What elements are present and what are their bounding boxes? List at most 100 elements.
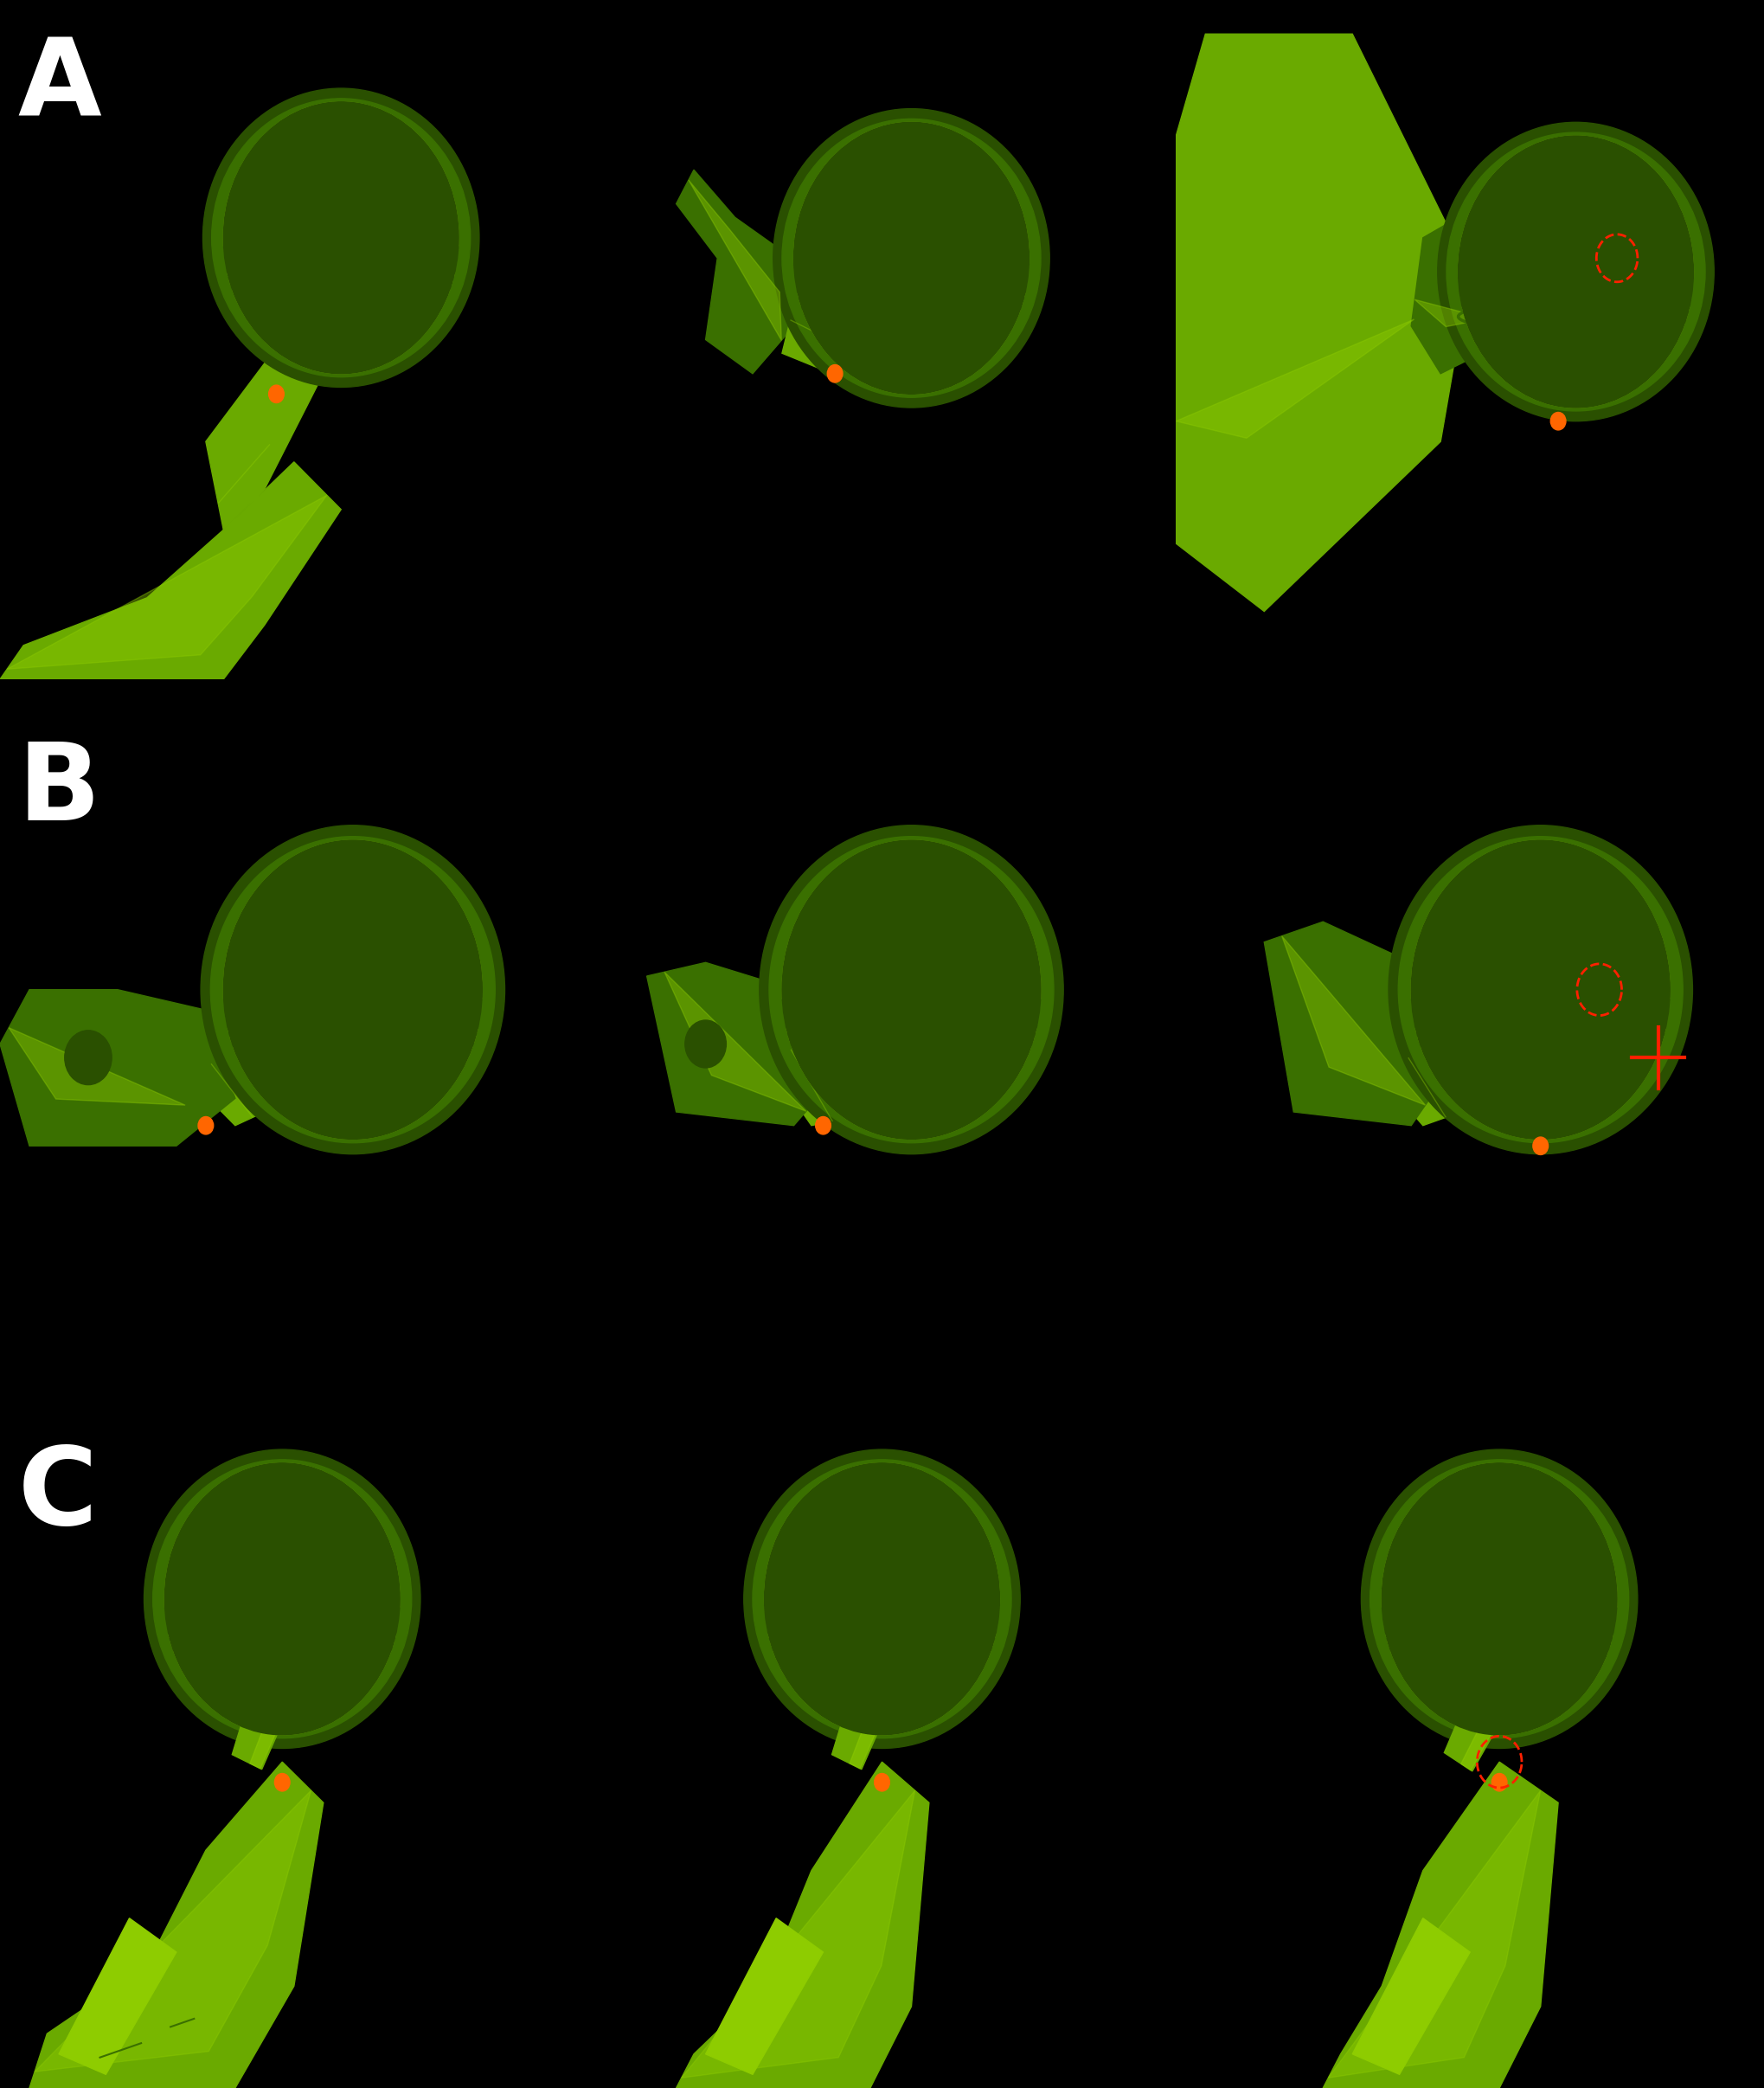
Polygon shape <box>35 1792 310 2071</box>
Circle shape <box>792 846 1034 1125</box>
Circle shape <box>1487 152 1676 370</box>
Circle shape <box>1492 1773 1506 1792</box>
Circle shape <box>1556 192 1635 284</box>
Ellipse shape <box>210 837 496 1142</box>
Circle shape <box>826 1514 845 1535</box>
Circle shape <box>1593 205 1628 244</box>
Circle shape <box>330 150 411 244</box>
Circle shape <box>900 169 983 265</box>
Polygon shape <box>233 1706 282 1769</box>
Circle shape <box>1480 1520 1558 1610</box>
Circle shape <box>815 858 1021 1098</box>
Circle shape <box>1422 1487 1593 1685</box>
Circle shape <box>1529 908 1598 988</box>
Ellipse shape <box>1446 132 1706 411</box>
Polygon shape <box>1461 1716 1496 1771</box>
Circle shape <box>871 1526 935 1597</box>
Ellipse shape <box>1404 971 1676 1052</box>
Circle shape <box>1528 892 1618 998</box>
Circle shape <box>1468 142 1688 395</box>
Circle shape <box>312 152 406 261</box>
Circle shape <box>243 1508 353 1635</box>
Circle shape <box>270 1510 353 1606</box>
Circle shape <box>794 123 1028 395</box>
Circle shape <box>263 1520 340 1610</box>
Circle shape <box>340 169 388 223</box>
Circle shape <box>893 180 970 269</box>
Circle shape <box>863 1520 940 1610</box>
Circle shape <box>1508 896 1612 1015</box>
Ellipse shape <box>1452 255 1699 330</box>
Circle shape <box>224 839 482 1140</box>
Circle shape <box>852 1514 947 1622</box>
Circle shape <box>243 113 446 349</box>
Circle shape <box>291 1487 309 1508</box>
Circle shape <box>194 1480 383 1698</box>
Circle shape <box>65 1029 111 1086</box>
Circle shape <box>1450 1503 1575 1647</box>
Circle shape <box>242 169 406 359</box>
Circle shape <box>804 852 1028 1111</box>
Circle shape <box>1547 186 1641 296</box>
Circle shape <box>233 1503 358 1647</box>
Polygon shape <box>1381 1011 1499 1125</box>
Circle shape <box>912 915 963 975</box>
Circle shape <box>804 127 1023 382</box>
Circle shape <box>372 915 411 960</box>
Circle shape <box>224 102 459 374</box>
Polygon shape <box>1265 921 1459 1125</box>
Circle shape <box>804 1487 975 1685</box>
Circle shape <box>1431 915 1612 1123</box>
Polygon shape <box>7 495 326 668</box>
Circle shape <box>898 892 990 998</box>
Circle shape <box>1517 1531 1552 1572</box>
Ellipse shape <box>233 981 473 1044</box>
Polygon shape <box>206 340 323 530</box>
Circle shape <box>310 889 430 1029</box>
Circle shape <box>224 1497 365 1660</box>
Ellipse shape <box>212 98 471 378</box>
Polygon shape <box>1177 319 1415 438</box>
Circle shape <box>813 134 1018 370</box>
Circle shape <box>1519 186 1538 209</box>
Circle shape <box>1459 136 1693 407</box>
Ellipse shape <box>1422 981 1660 1044</box>
Circle shape <box>1459 136 1693 407</box>
Circle shape <box>243 915 423 1123</box>
Ellipse shape <box>1388 825 1693 1155</box>
Circle shape <box>164 1464 400 1735</box>
Circle shape <box>1579 155 1607 186</box>
Circle shape <box>284 152 303 173</box>
Circle shape <box>1551 411 1566 430</box>
Polygon shape <box>212 1063 252 1117</box>
Circle shape <box>266 864 457 1084</box>
Ellipse shape <box>803 251 1020 307</box>
Circle shape <box>1411 839 1671 1140</box>
Circle shape <box>282 136 423 299</box>
Polygon shape <box>79 2013 127 2038</box>
Circle shape <box>857 883 995 1044</box>
Circle shape <box>824 1497 965 1660</box>
Circle shape <box>916 860 946 896</box>
Circle shape <box>1506 165 1663 345</box>
Circle shape <box>781 839 1041 1140</box>
Circle shape <box>1586 161 1602 180</box>
Ellipse shape <box>773 109 1050 407</box>
Circle shape <box>801 915 983 1123</box>
Circle shape <box>1411 1480 1600 1698</box>
Circle shape <box>293 142 418 286</box>
Circle shape <box>1443 858 1651 1098</box>
Circle shape <box>813 1491 970 1672</box>
Ellipse shape <box>781 119 1041 397</box>
Circle shape <box>1499 1531 1547 1585</box>
Circle shape <box>256 858 462 1098</box>
Circle shape <box>1476 205 1641 395</box>
Circle shape <box>833 144 1005 345</box>
Circle shape <box>1392 1468 1611 1723</box>
Circle shape <box>921 146 937 165</box>
Circle shape <box>1498 889 1618 1029</box>
Circle shape <box>684 1021 727 1067</box>
Polygon shape <box>1374 2013 1420 2038</box>
Circle shape <box>1432 852 1656 1111</box>
Circle shape <box>353 915 404 975</box>
